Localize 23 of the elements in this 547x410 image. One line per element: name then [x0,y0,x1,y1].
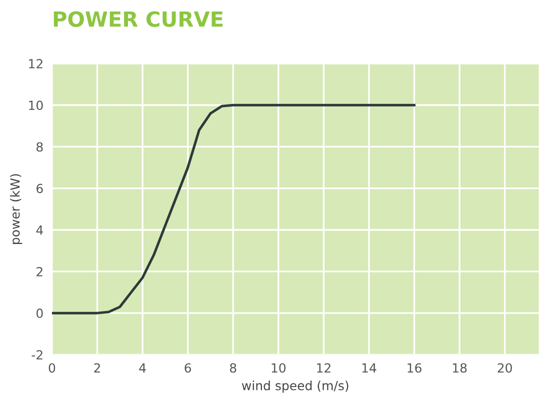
x-tick-label: 2 [94,363,100,372]
x-tick-label: 6 [184,363,192,373]
x-axis-title: wind speed (m/s) [242,380,348,393]
x-tick-label: 14 [362,363,376,372]
chart-title: POWER CURVE [54,11,223,27]
y-tick-label: 4 [36,226,43,235]
x-tick-label: 0 [48,363,56,373]
y-tick-label: 0 [36,308,43,318]
x-tick-label: 18 [452,363,467,373]
x-tick-label: 16 [408,363,422,373]
x-tick-label: 10 [272,363,286,373]
x-tick-label: 12 [317,363,330,372]
x-tick-label: 20 [498,363,512,373]
y-tick-label: 12 [29,59,42,68]
y-tick-label: -2 [32,350,42,360]
y-tick-label: 6 [36,184,43,194]
y-axis-title: power (kW) [10,174,22,244]
x-tick-label: 8 [230,363,236,373]
y-tick-label: 2 [36,266,42,276]
x-tick-label: 4 [139,363,146,372]
line-series [52,104,416,314]
y-tick-label: 10 [29,100,43,110]
y-tick-label: 8 [36,142,43,152]
